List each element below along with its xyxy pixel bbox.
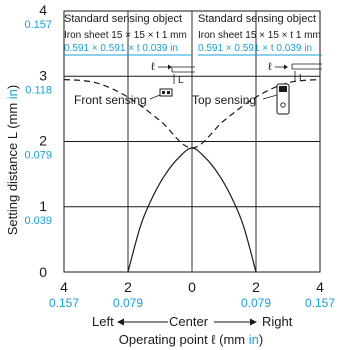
- top-sensor-head: [279, 86, 287, 92]
- right-sym-L: L: [299, 73, 305, 84]
- y-tick-label: 1: [39, 198, 47, 214]
- front-sensing-schematic: ℓ L: [151, 61, 195, 97]
- grid: [63, 10, 321, 273]
- y-tick-label: 2: [39, 133, 47, 149]
- direction-center: Center: [169, 314, 209, 329]
- y-axis-label-text: Setting distance L (mm: [5, 99, 20, 235]
- x-tick-label-inch: 0.157: [49, 296, 79, 310]
- front-sensing-label: Front sensing: [74, 93, 147, 107]
- top-sensor-screw: [280, 102, 286, 108]
- x-axis-label-unit: in: [249, 332, 259, 347]
- x-axis-label-text: Operating point ℓ (mm: [119, 332, 249, 347]
- x-tick-label: 4: [60, 279, 68, 295]
- direction-left: Left: [92, 314, 114, 329]
- direction-row: Left Center Right: [92, 314, 293, 329]
- top-sensing-label: Top sensing: [192, 93, 256, 107]
- y-axis-label-unit: in: [5, 89, 20, 99]
- y-tick-label-inch: 0.039: [24, 215, 52, 227]
- front-label-leader: [149, 94, 161, 100]
- y-tick-label: 3: [39, 67, 47, 83]
- x-tick-label-inch: 0.079: [241, 296, 271, 310]
- y-tick-label: 0: [39, 264, 47, 280]
- x-tick-label: 0: [188, 279, 196, 295]
- right-box-line2: Iron sheet 15 × 15 × t 1 mm: [198, 30, 321, 41]
- y-axis-label-close: ): [5, 85, 20, 89]
- right-sym-ell: ℓ: [268, 61, 272, 73]
- y-tick-label: 4: [39, 2, 47, 18]
- direction-right: Right: [262, 314, 293, 329]
- right-ell-arrowhead: [284, 64, 288, 70]
- y-tick-label-inch: 0.157: [24, 19, 52, 31]
- x-tick-label: 2: [252, 279, 260, 295]
- annotation-left: Standard sensing object Iron sheet 15 × …: [64, 13, 195, 107]
- direction-right-arrowhead: [250, 318, 257, 326]
- y-axis-title: Setting distance L (mm in): [5, 85, 20, 236]
- x-axis-title: Operating point ℓ (mm in): [119, 332, 263, 347]
- series-front-sensing-line: [127, 147, 257, 273]
- right-box-title: Standard sensing object: [198, 13, 316, 25]
- x-axis-label-close: ): [259, 332, 263, 347]
- x-tick-label: 2: [124, 279, 132, 295]
- front-sensor-face: [162, 91, 165, 94]
- y-tick-label-inch: 0.079: [24, 150, 52, 162]
- direction-left-arrowhead: [117, 318, 124, 326]
- left-sym-L: L: [178, 75, 184, 86]
- left-ell-arrowhead: [168, 64, 172, 70]
- front-sensor-body: [159, 88, 173, 97]
- front-sensor-face2: [167, 91, 170, 94]
- left-box-line2: Iron sheet 15 × 15 × t 1 mm: [64, 30, 187, 41]
- annotation-right: Standard sensing object Iron sheet 15 × …: [192, 13, 322, 115]
- left-box-title: Standard sensing object: [64, 13, 182, 25]
- top-label-leader: [262, 94, 278, 100]
- series-top-sensing-line: [63, 78, 321, 149]
- y-tick-label-inch: 0.118: [25, 84, 52, 96]
- x-tick-label: 4: [316, 279, 324, 295]
- right-box-line3: 0.591 × 0.591 × t 0.039 in: [198, 43, 312, 54]
- curves: [63, 78, 321, 273]
- x-tick-label-inch: 0.157: [305, 296, 335, 310]
- left-sym-ell: ℓ: [151, 61, 155, 73]
- x-tick-label-inch: 0.079: [113, 296, 143, 310]
- left-box-line3: 0.591 × 0.591 × t 0.039 in: [64, 43, 178, 54]
- top-sensing-schematic: ℓ L: [268, 61, 322, 115]
